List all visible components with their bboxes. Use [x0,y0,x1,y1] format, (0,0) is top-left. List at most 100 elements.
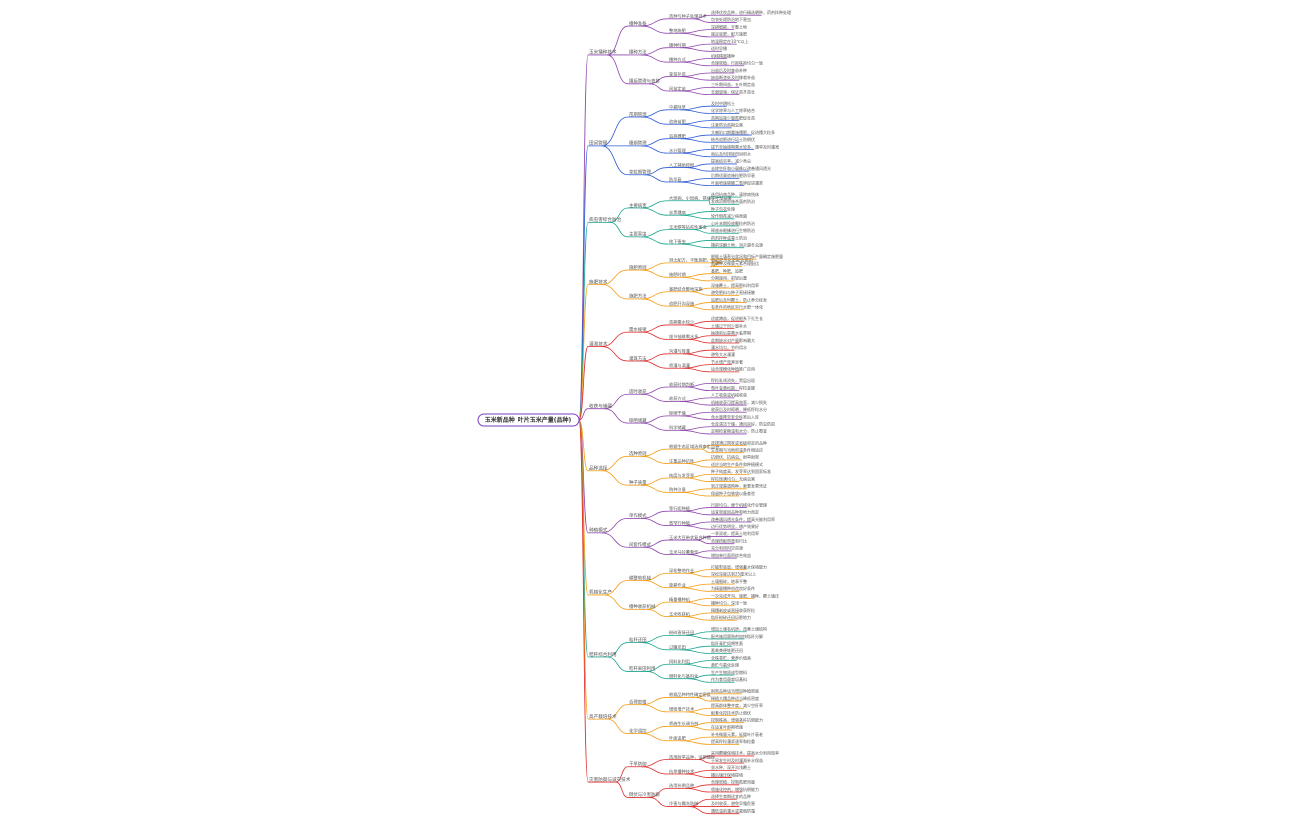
leaf-node[interactable]: 施足底肥，配方施肥 [710,31,747,38]
leaf-node[interactable]: 出苗后及时查苗补种 [710,67,747,74]
section-node[interactable]: 秸秆综合利用 [588,651,617,658]
leaf-node[interactable]: 结合追肥进行培土防倒伏 [710,136,755,143]
subtopic-node[interactable]: 地下害虫 [668,238,686,245]
section-node[interactable]: 种植模式 [588,527,608,534]
group-node[interactable]: 花粒期管理 [628,169,652,176]
subtopic-node[interactable]: 追施穗肥 [668,132,687,139]
leaf-node[interactable]: 种子包衣处理 [710,205,735,212]
leaf-node[interactable]: 提高籽粒灌浆速率和粒重 [710,738,755,745]
leaf-node[interactable]: 地温稳定在10℃以上 [710,38,749,45]
leaf-node[interactable]: 收获后及时晾晒，降低籽粒水分 [710,406,767,413]
leaf-node[interactable]: 此期缺水对产量影响最大 [710,337,755,344]
leaf-node[interactable]: 改善通风透光条件，提高光能利用率 [710,516,775,523]
leaf-node[interactable]: 人工收获或机械收获 [710,392,747,399]
leaf-node[interactable]: 行距均匀，便于机械化作业管理 [710,501,767,508]
leaf-node[interactable]: 适应当地生产条件和种植模式 [710,461,763,468]
leaf-node[interactable]: 化学除草与人工除草结合 [710,107,755,114]
leaf-node[interactable]: 轮作倒茬减少病原菌 [710,213,747,220]
subtopic-node[interactable]: 水分管理 [668,147,687,154]
leaf-node[interactable]: 根据土壤养分状况和目标产量确定施肥量 [710,253,783,260]
leaf-node[interactable]: 及时中耕松土 [710,100,735,107]
leaf-node[interactable]: 追肥后及时覆土，防止养分挥发 [710,296,767,303]
group-node[interactable]: 主要病害 [628,202,647,209]
subtopic-node[interactable]: 增密增产技术 [668,706,695,713]
group-node[interactable]: 播种收获机械 [628,603,656,610]
leaf-node[interactable]: 充分利用时空资源 [710,545,743,552]
section-node[interactable]: 病虫害综合防治 [588,216,622,223]
leaf-node[interactable]: 氮磷钾及微量元素合理配比 [710,260,759,267]
leaf-node[interactable]: 去除空秆和小弱株以改善通风透光 [710,165,771,172]
leaf-node[interactable]: 适宜密度因品种和地力而定 [710,509,759,516]
group-node[interactable]: 苗期管理 [628,111,647,118]
leaf-node[interactable]: 抗倒伏、抗病虫、耐旱耐密 [710,454,759,461]
group-node[interactable]: 耕整地机械 [628,574,652,581]
leaf-node[interactable]: 在适宜叶龄期喷施 [710,724,743,731]
subtopic-node[interactable]: 冷害与霜冻防御 [668,800,698,807]
leaf-node[interactable]: 释放赤眼蜂进行生物防治 [710,227,755,234]
leaf-node[interactable]: 注意防治苗期虫害 [710,122,743,129]
subtopic-node[interactable]: 叶面追肥 [668,735,687,742]
leaf-node[interactable]: 选择通过国家或省级审定的品种 [710,439,767,446]
section-node[interactable]: 高产栽培技术 [588,713,617,720]
leaf-node[interactable]: 一季双收，提高土地利用率 [710,530,759,537]
leaf-node[interactable]: 含水量降至安全标准后入库 [710,413,759,420]
leaf-node[interactable]: 有条件的地区实行水肥一体化 [710,304,763,311]
subtopic-node[interactable]: 苗期需水较少 [668,319,694,326]
leaf-node[interactable]: 仓库清洁干燥，通风良好，防虫防鼠 [710,421,775,428]
leaf-node[interactable]: 秸秆粉碎还田培肥地力 [710,614,751,621]
group-node[interactable]: 灌溉方法 [628,355,647,362]
leaf-node[interactable]: 节水增产效果显著 [710,358,743,366]
leaf-node[interactable]: 雨后及时排除田间积水 [710,151,751,158]
subtopic-node[interactable]: 人工辅助授粉 [668,161,695,168]
leaf-node[interactable]: 全株青贮，营养价值高 [710,654,751,662]
leaf-node[interactable]: 喷施化控剂，增强抗倒能力 [710,786,759,793]
subtopic-node[interactable]: 播种方式 [668,56,687,63]
leaf-node[interactable]: 适合规模化种植推广应用 [710,366,755,373]
leaf-node[interactable]: 灌水均匀，节约用水 [710,344,747,351]
leaf-node[interactable]: 土壤过干时少量补水 [710,322,747,329]
leaf-node[interactable]: 合理密植，行距株距均匀一致 [710,60,763,67]
leaf-node[interactable]: 选择生育期适宜的品种 [710,793,751,800]
group-node[interactable]: 播后管理与查苗 [628,78,660,85]
section-node[interactable]: 玉米播种技术 [588,49,617,56]
leaf-node[interactable]: 生育期与当地积温条件相适应 [710,447,763,454]
leaf-node[interactable]: 种子纯度高，发芽率达到国家标准 [710,468,771,475]
subtopic-node[interactable]: 查苗补苗 [668,70,686,77]
subtopic-node[interactable]: 追施苗肥 [668,118,687,125]
group-node[interactable]: 干旱防御 [628,761,647,768]
leaf-node[interactable]: 定期检查粮温和水分，防止霉变 [710,428,767,435]
leaf-node[interactable]: 畜禽粪便堆肥还田 [710,647,743,654]
leaf-node[interactable]: 避免大水漫灌 [710,351,735,358]
subtopic-node[interactable]: 整地施肥 [668,27,687,34]
group-node[interactable]: 主要害虫 [628,231,647,238]
leaf-node[interactable]: 秸秆青贮饲喂牲畜 [710,640,743,647]
leaf-node[interactable]: 耐密品种适当增加种植密度 [710,688,759,695]
subtopic-node[interactable]: 选用耐旱品种，适期播种 [668,753,715,760]
group-node[interactable]: 晾晒储藏 [628,417,647,424]
subtopic-node[interactable]: 施肥时期 [668,271,686,278]
leaf-node[interactable]: 配合施用腐熟剂加快秸秆分解 [710,633,763,640]
leaf-node[interactable]: 去弱留强，保证苗齐苗壮 [710,88,755,96]
subtopic-node[interactable]: 玉米收获机 [668,610,691,617]
group-node[interactable]: 种子质量 [628,479,647,486]
group-node[interactable]: 间套作模式 [628,541,652,548]
leaf-node[interactable]: 保留种子包装袋以备查验 [710,490,755,497]
section-node[interactable]: 施肥技术 [588,278,608,285]
group-node[interactable]: 施肥原则 [628,264,647,271]
subtopic-node[interactable]: 选用抗倒品种 [668,782,694,789]
leaf-node[interactable]: 摘穗剥皮或直接收获籽粒 [710,607,755,614]
subtopic-node[interactable]: 粉碎直接还田 [668,629,694,636]
subtopic-node[interactable]: 追肥开沟深施 [668,300,695,307]
leaf-node[interactable]: 土壤细碎，地表平整 [710,578,747,585]
leaf-node[interactable]: 坐水种、深开沟浅覆土 [710,764,751,771]
group-node[interactable]: 秸秆离田利用 [628,665,655,672]
leaf-node[interactable]: 深松深度达到25厘米以上 [710,571,756,578]
leaf-node[interactable]: 一次完成开沟、施肥、播种、覆土镇压 [710,592,779,599]
leaf-node[interactable]: 打破犁底层，增强蓄水保墒能力 [710,563,767,571]
leaf-node[interactable]: 增加土壤有机质，改善土壤结构 [710,626,767,633]
leaf-node[interactable]: 基肥、种肥、追肥 [710,267,743,275]
leaf-node[interactable]: 包衣处理防治地下害虫 [710,16,751,23]
subtopic-node[interactable]: 喷施生长调节剂 [668,720,698,727]
leaf-node[interactable]: 播后镇压保墒提墒 [710,771,743,778]
subtopic-node[interactable]: 沟灌与畦灌 [668,348,690,355]
